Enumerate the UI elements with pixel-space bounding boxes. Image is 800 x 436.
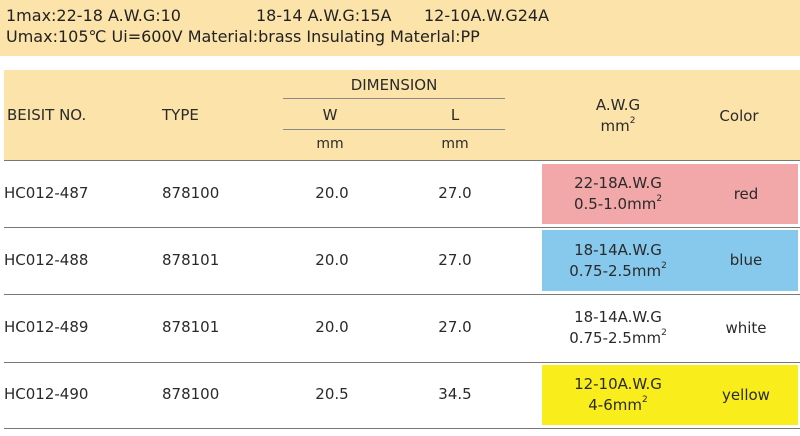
cell-w: 20.0: [315, 318, 349, 336]
spec-awg-12-10: 12-10A.W.G24A: [424, 6, 550, 25]
header-type: TYPE: [162, 106, 199, 124]
cell-w: 20.0: [315, 184, 349, 202]
cell-w: 20.5: [315, 385, 349, 403]
cell-mm2: 4-6mm2: [588, 395, 647, 416]
cell-mm2-sup: 2: [661, 328, 667, 338]
cell-l: 34.5: [438, 385, 472, 403]
cell-awg-swatch: 12-10A.W.G 4-6mm2 yellow: [542, 365, 798, 425]
cell-awg-range: 22-18A.W.G: [574, 174, 662, 192]
cell-awg: 18-14A.W.G 0.75-2.5mm2: [542, 230, 694, 291]
row-bottom-line: [4, 362, 800, 363]
cell-beisit-no: HC012-488: [4, 250, 89, 269]
cell-awg: 22-18A.W.G 0.5-1.0mm2: [542, 164, 694, 224]
spec-line-2: Umax:105℃ Ui=600V Material:brass Insulat…: [6, 27, 480, 46]
row-bottom-line: [4, 227, 800, 228]
cell-type: 878100: [162, 385, 220, 403]
cell-mm2: 0.75-2.5mm2: [569, 328, 667, 349]
cell-awg: 18-14A.W.G 0.75-2.5mm2: [542, 297, 694, 359]
cell-awg-range: 12-10A.W.G: [574, 375, 662, 393]
cell-beisit-no: HC012-490: [4, 385, 89, 403]
cell-mm2: 0.75-2.5mm2: [569, 261, 667, 282]
spec-awg-18-14: 18-14 A.W.G:15A: [256, 6, 392, 25]
row-bottom-line: [4, 294, 800, 295]
header-l: L: [450, 106, 460, 124]
cell-awg-range: 18-14A.W.G: [574, 240, 662, 259]
header-w-unit: mm: [316, 136, 344, 152]
cell-color: blue: [729, 251, 763, 269]
header-beisit-no: BEISIT NO.: [7, 106, 87, 124]
unit-divider: [283, 129, 505, 130]
cell-l: 27.0: [438, 250, 472, 269]
cell-color: red: [733, 184, 759, 203]
cell-mm2-sup: 2: [642, 395, 648, 405]
cell-beisit-no: HC012-489: [4, 318, 89, 336]
header-bottom-line: [4, 160, 800, 161]
cell-l: 27.0: [438, 184, 472, 202]
cell-color: white: [725, 318, 767, 337]
cell-mm2-value: 0.5-1.0mm: [573, 195, 657, 213]
row-bottom-line: [4, 428, 800, 429]
header-l-unit: mm: [441, 136, 469, 152]
cell-mm2-value: 0.75-2.5mm: [569, 329, 662, 347]
cell-mm2-value: 4-6mm: [588, 396, 642, 414]
cell-beisit-no: HC012-487: [4, 184, 89, 202]
cell-awg: 12-10A.W.G 4-6mm2: [542, 365, 694, 425]
cell-type: 878101: [162, 250, 220, 269]
dimension-divider: [283, 98, 505, 99]
spec-awg-22-18: 1max:22-18 A.W.G:10: [6, 6, 181, 25]
cell-mm2-sup: 2: [661, 260, 667, 271]
header-awg: A.W.G: [595, 96, 641, 114]
cell-l: 27.0: [438, 318, 472, 336]
cell-w: 20.0: [315, 250, 349, 269]
table-header: [4, 70, 800, 161]
cell-awg-range: 18-14A.W.G: [574, 308, 662, 326]
cell-color: yellow: [722, 385, 770, 404]
spec-banner: 1max:22-18 A.W.G:10 18-14 A.W.G:15A 12-10A…: [0, 0, 800, 56]
header-awg-unit: mm2: [600, 116, 636, 136]
cell-type: 878100: [162, 184, 220, 202]
cell-mm2: 0.5-1.0mm2: [574, 194, 662, 215]
header-dimension: DIMENSION: [350, 76, 438, 94]
cell-mm2-sup: 2: [656, 194, 663, 204]
cell-awg-swatch: 22-18A.W.G 0.5-1.0mm2 red: [542, 164, 798, 224]
cell-awg-swatch: 18-14A.W.G 0.75-2.5mm2 blue: [542, 230, 798, 291]
header-color: Color: [719, 107, 759, 125]
cell-mm2-value: 0.75-2.5mm: [569, 261, 662, 280]
cell-type: 878101: [162, 318, 220, 336]
cell-awg-swatch: 18-14A.W.G 0.75-2.5mm2 white: [542, 297, 798, 359]
header-w: W: [322, 106, 338, 124]
spec-line-1: 1max:22-18 A.W.G:10 18-14 A.W.G:15A 12-10A…: [6, 5, 800, 26]
